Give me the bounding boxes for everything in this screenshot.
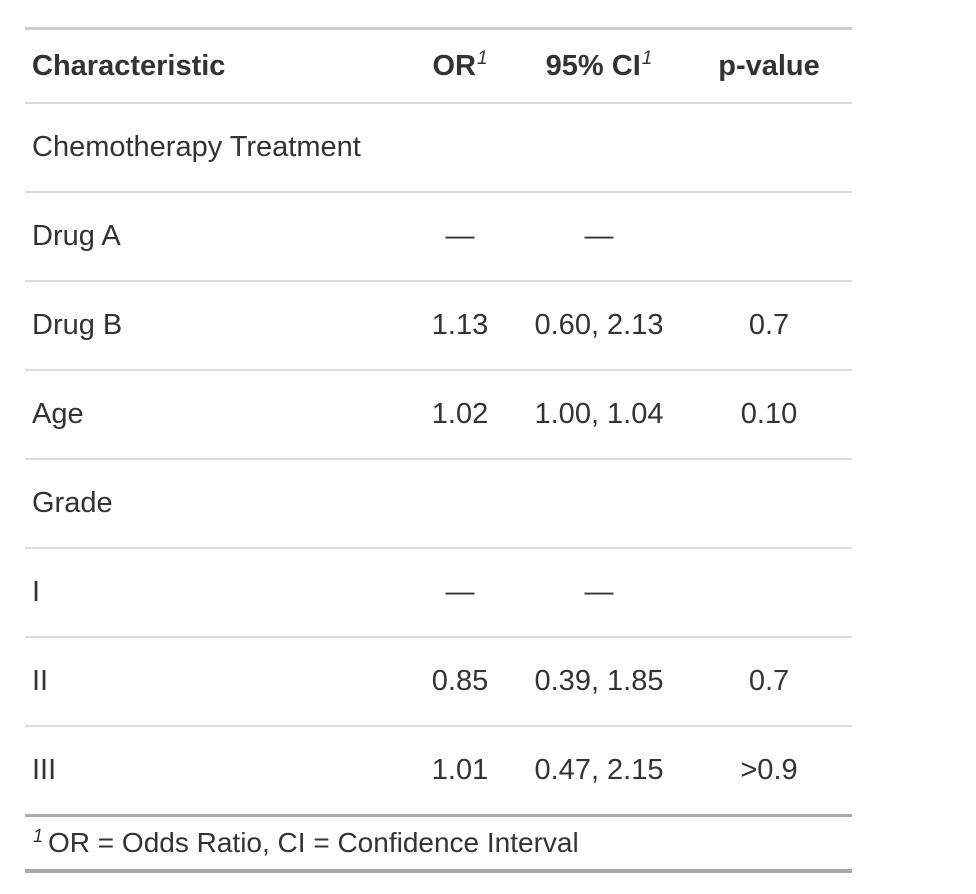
footnote: 1 OR = Odds Ratio, CI = Confidence Interv… <box>25 816 852 872</box>
table-row: Grade <box>25 459 852 548</box>
ci-value: 1.00, 1.04 <box>534 398 664 430</box>
or-value: 0.85 <box>431 665 489 697</box>
column-header-pvalue-label: p-value <box>718 50 820 82</box>
odds-ratio-table: Characteristic OR1 95% CI1 p-value Chemo… <box>25 27 852 873</box>
row-label: I <box>32 576 41 608</box>
p-value: 0.7 <box>748 665 790 697</box>
p-value <box>686 548 852 637</box>
table-footer: 1 OR = Odds Ratio, CI = Confidence Interv… <box>25 816 852 872</box>
footnote-marker-or: 1 <box>476 48 488 70</box>
row-label: II <box>32 665 49 697</box>
row-label: Drug B <box>32 309 123 341</box>
table-row: II 0.85 0.39, 1.85 0.7 <box>25 637 852 726</box>
table-row: Drug A — — <box>25 192 852 281</box>
column-header-characteristic-label: Characteristic <box>32 50 226 82</box>
or-value: — <box>445 220 475 252</box>
ci-value <box>512 459 686 548</box>
table-header: Characteristic OR1 95% CI1 p-value <box>25 28 852 104</box>
ci-value: — <box>584 576 614 608</box>
table-row: I — — <box>25 548 852 637</box>
ci-value: 0.39, 1.85 <box>534 665 664 697</box>
row-label: Chemotherapy Treatment <box>32 131 361 163</box>
row-label: Drug A <box>32 220 121 252</box>
row-label: III <box>32 754 57 786</box>
column-header-or: OR1 <box>408 28 512 104</box>
table-row: III 1.01 0.47, 2.15 >0.9 <box>25 726 852 816</box>
or-value <box>408 103 512 192</box>
or-value: 1.01 <box>431 754 489 786</box>
or-value: 1.13 <box>431 309 489 341</box>
p-value <box>686 459 852 548</box>
column-header-ci-label: 95% CI <box>545 50 641 82</box>
footnote-text: OR = Odds Ratio, CI = Confidence Interva… <box>48 827 579 858</box>
column-header-pvalue: p-value <box>686 28 852 104</box>
p-value: 0.7 <box>748 309 790 341</box>
ci-value: 0.47, 2.15 <box>534 754 664 786</box>
p-value <box>686 103 852 192</box>
ci-value <box>512 103 686 192</box>
footnote-marker-ci: 1 <box>641 48 653 70</box>
footnote-row: 1 OR = Odds Ratio, CI = Confidence Interv… <box>25 816 852 872</box>
row-label: Age <box>32 398 84 430</box>
table-row: Drug B 1.13 0.60, 2.13 0.7 <box>25 281 852 370</box>
table-row: Chemotherapy Treatment <box>25 103 852 192</box>
or-value: — <box>445 576 475 608</box>
table-body: Chemotherapy Treatment Drug A — — Drug B… <box>25 103 852 816</box>
ci-value: — <box>584 220 614 252</box>
row-label: Grade <box>32 487 113 519</box>
footnote-marker: 1 <box>33 825 44 846</box>
column-header-characteristic: Characteristic <box>25 28 408 104</box>
p-value: >0.9 <box>740 754 798 786</box>
p-value: 0.10 <box>740 398 798 430</box>
column-header-or-label: OR <box>432 50 476 82</box>
or-value <box>408 459 512 548</box>
or-value: 1.02 <box>431 398 489 430</box>
regression-summary-table: Characteristic OR1 95% CI1 p-value Chemo… <box>25 27 852 873</box>
column-header-ci: 95% CI1 <box>512 28 686 104</box>
header-row: Characteristic OR1 95% CI1 p-value <box>25 28 852 104</box>
table-row: Age 1.02 1.00, 1.04 0.10 <box>25 370 852 459</box>
p-value <box>686 192 852 281</box>
ci-value: 0.60, 2.13 <box>534 309 664 341</box>
